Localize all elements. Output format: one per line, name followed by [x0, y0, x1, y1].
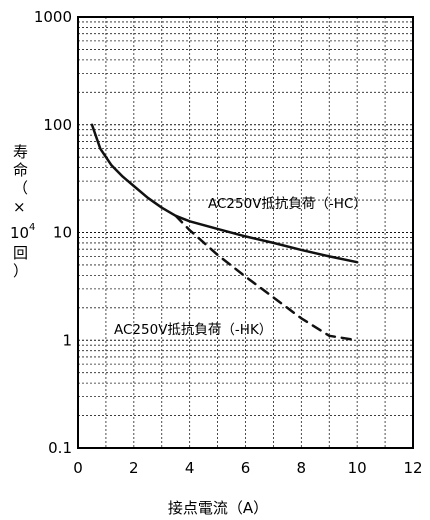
- annotation-hc: AC250V抵抗負荷（-HC）: [208, 196, 367, 212]
- y-tick-label: 100: [43, 116, 72, 134]
- series-group: [90, 123, 359, 342]
- y-label-6: 4: [29, 222, 35, 233]
- y-label-1: 寿: [13, 143, 28, 161]
- y-label-4: ×: [13, 198, 26, 216]
- x-tick-label: 12: [403, 459, 422, 477]
- annotation-hk: AC250V抵抗負荷（-HK）: [114, 322, 272, 338]
- y-tick-label: 1: [62, 331, 72, 349]
- x-tick-label: 6: [241, 459, 251, 477]
- y-label-5: 10: [10, 224, 29, 242]
- x-tick-label: 2: [129, 459, 139, 477]
- x-tick-label: 4: [185, 459, 195, 477]
- x-axis-label: 接点電流（A）: [168, 499, 268, 517]
- grid: [78, 17, 413, 448]
- tick-labels: 0 2 4 6 8 10 12 0.1 1 10 100 1000: [34, 8, 423, 477]
- y-tick-label: 1000: [34, 8, 72, 26]
- y-label-7: 回: [13, 244, 28, 262]
- y-axis-label: 寿 命 （ × 10 4 回 ）: [10, 143, 35, 280]
- x-tick-label: 10: [348, 459, 367, 477]
- y-label-8: ）: [13, 262, 28, 280]
- x-tick-label: 0: [73, 459, 83, 477]
- x-tick-label: 8: [297, 459, 307, 477]
- series-hc-line: [90, 123, 359, 264]
- y-label-2: 命: [13, 161, 28, 179]
- plot-frame: [77, 16, 414, 449]
- y-label-3: （: [13, 179, 28, 197]
- y-tick-label: 10: [53, 224, 72, 242]
- y-tick-label: 0.1: [48, 439, 72, 457]
